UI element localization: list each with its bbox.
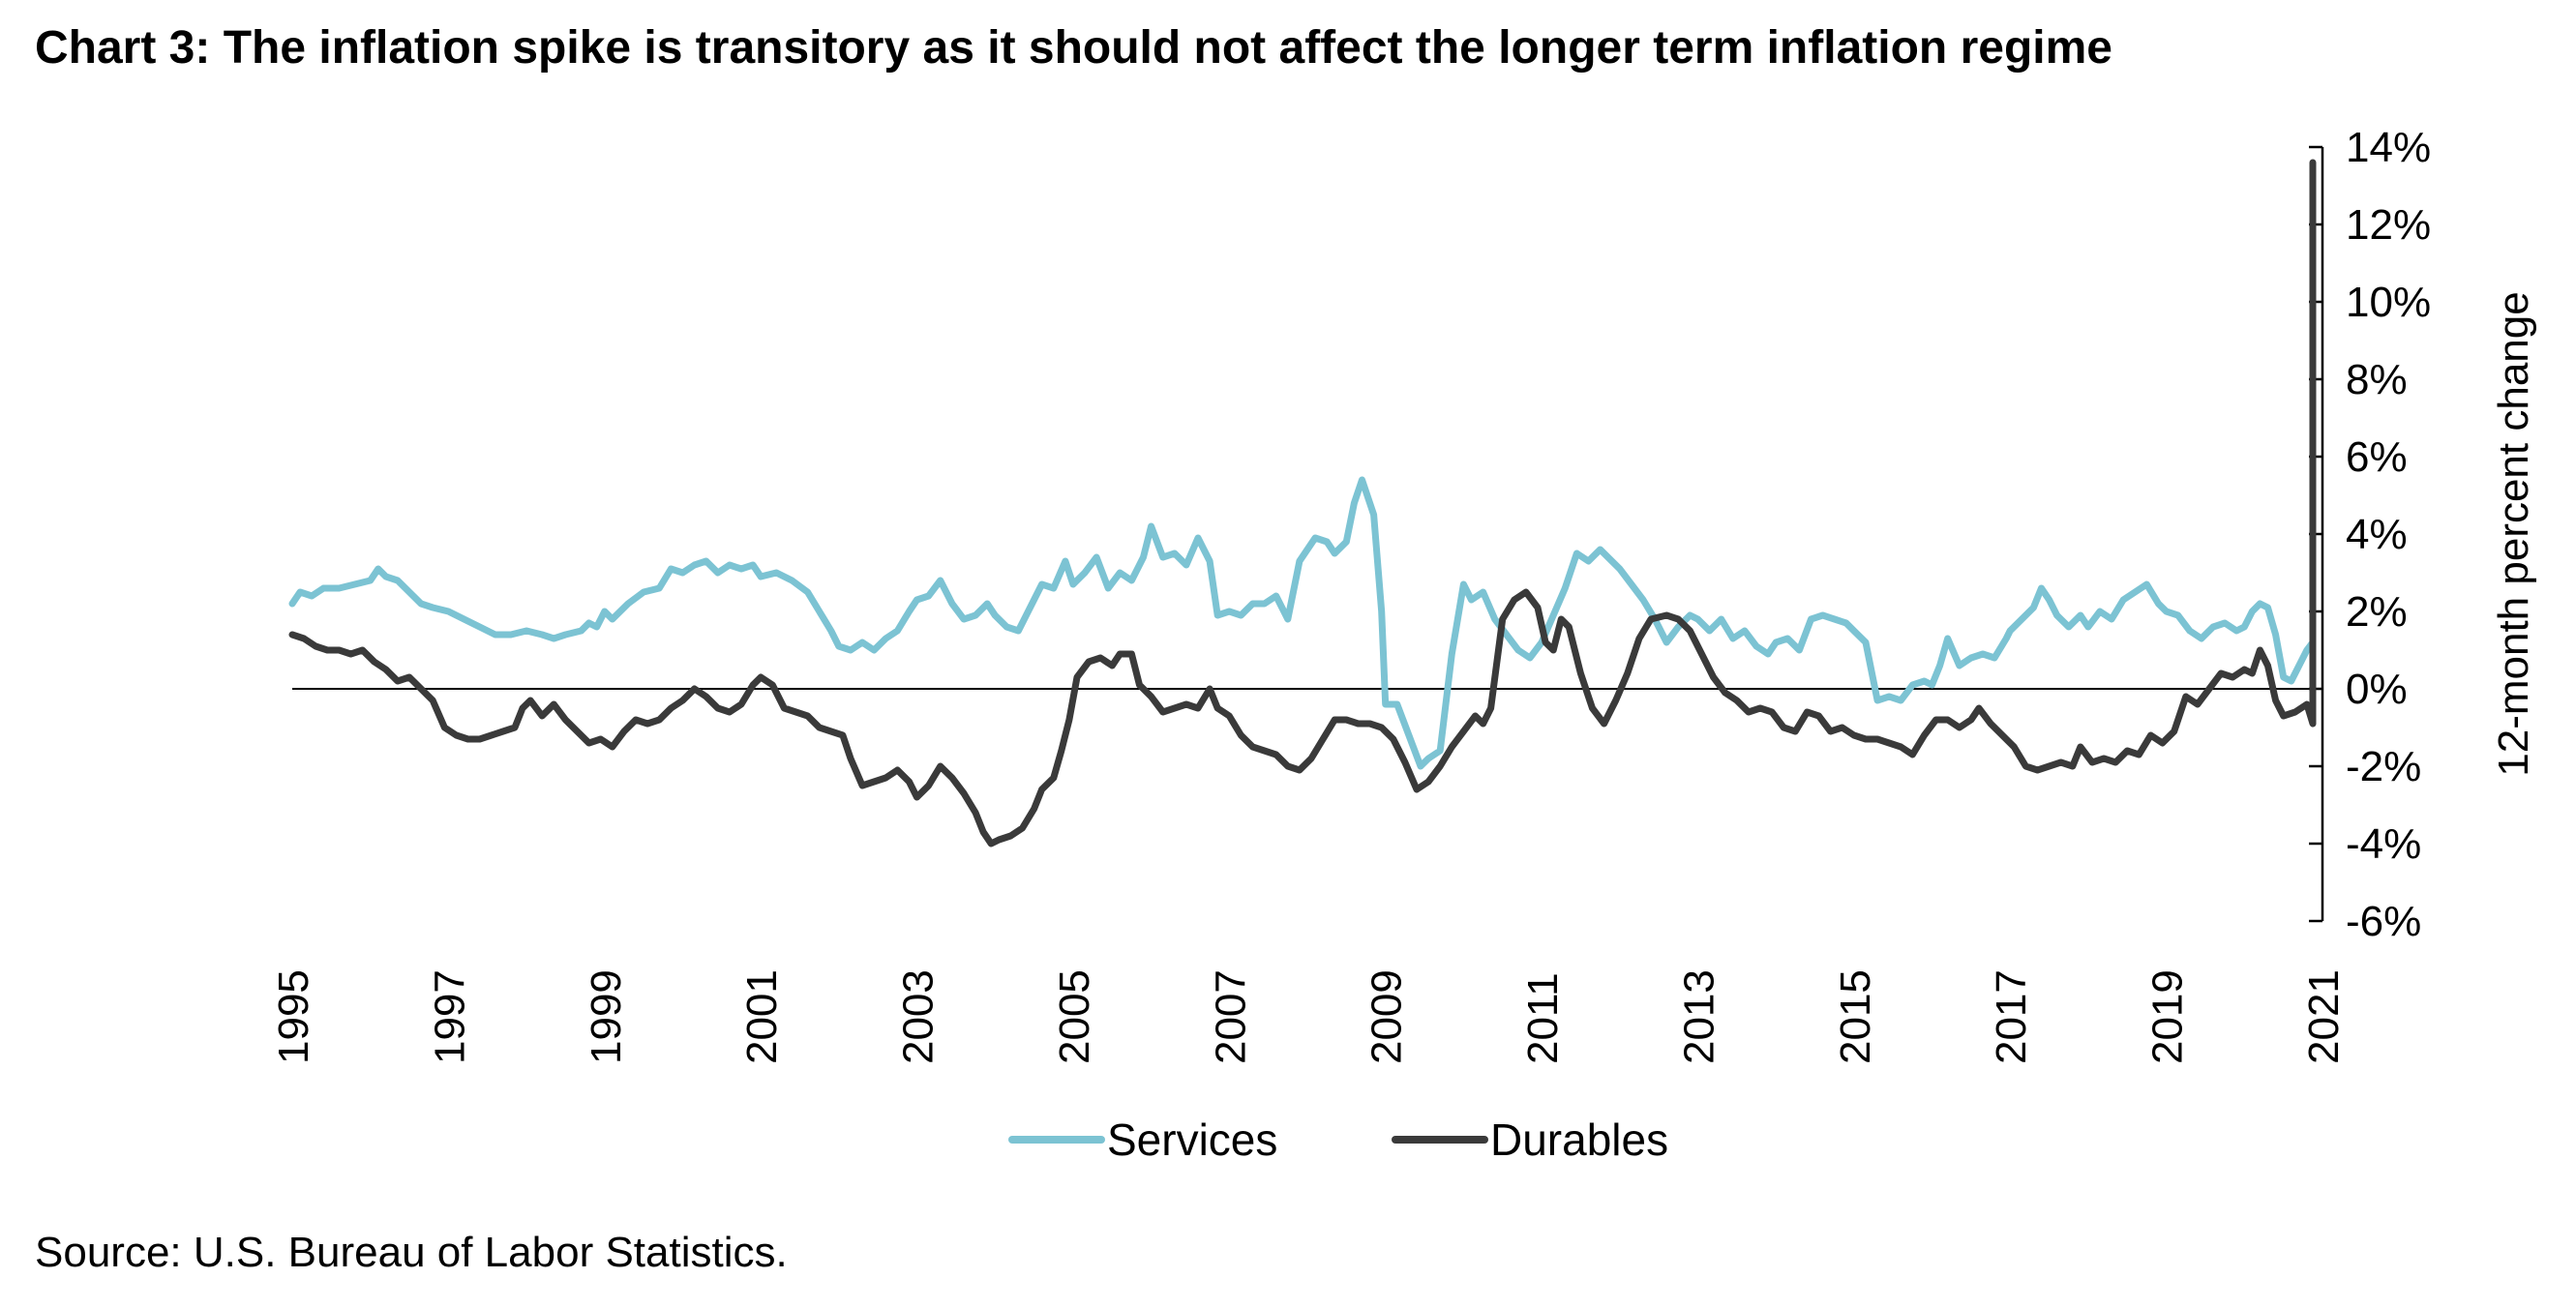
x-tick-label: 2021: [2300, 969, 2348, 1064]
x-tick-label: 1995: [270, 969, 317, 1064]
y-tick-label: 12%: [2346, 201, 2431, 249]
chart-title: Chart 3: The inflation spike is transito…: [35, 22, 2112, 74]
x-tick-label: 2007: [1207, 969, 1254, 1064]
x-tick-label: 2017: [1988, 969, 2035, 1064]
y-tick-label: 2%: [2346, 588, 2408, 636]
x-tick-label: 2011: [1519, 972, 1567, 1064]
axis-layer: 14% 12% 10% 8% 6% 4% 2% 0% -2% -4% -6% 12-month per…: [270, 124, 2537, 1064]
series-line-durables: [288, 159, 2317, 847]
x-tick-label: 1999: [583, 969, 630, 1064]
y-tick-label: -2%: [2346, 743, 2421, 790]
x-tick-label: 2005: [1051, 969, 1098, 1064]
y-axis-title: 12-month percent change: [2490, 291, 2537, 776]
y-tick-label: -6%: [2346, 898, 2421, 945]
x-tick-label: 2019: [2144, 969, 2192, 1064]
x-tick-label: 2001: [738, 969, 786, 1064]
series-layer: [288, 159, 2317, 847]
x-tick-label: 2003: [895, 969, 943, 1064]
series-line-services: [288, 449, 2317, 770]
x-tick-label: 1997: [426, 969, 473, 1064]
x-tick-label: 2015: [1832, 969, 1879, 1064]
y-tick-label: 8%: [2346, 356, 2408, 403]
y-tick-label: 10%: [2346, 279, 2431, 326]
y-tick-label: 0%: [2346, 666, 2408, 713]
legend: Services Durables: [1008, 1115, 1668, 1165]
legend-label-services: Services: [1107, 1115, 1277, 1165]
legend-label-durables: Durables: [1490, 1115, 1668, 1165]
y-tick-label: 4%: [2346, 511, 2408, 558]
source-note: Source: U.S. Bureau of Labor Statistics.: [35, 1229, 788, 1276]
x-tick-label: 2013: [1675, 969, 1722, 1064]
y-tick-label: 14%: [2346, 124, 2431, 171]
x-tick-label: 2009: [1363, 969, 1411, 1064]
y-tick-label: 6%: [2346, 433, 2408, 481]
y-tick-label: -4%: [2346, 820, 2421, 868]
